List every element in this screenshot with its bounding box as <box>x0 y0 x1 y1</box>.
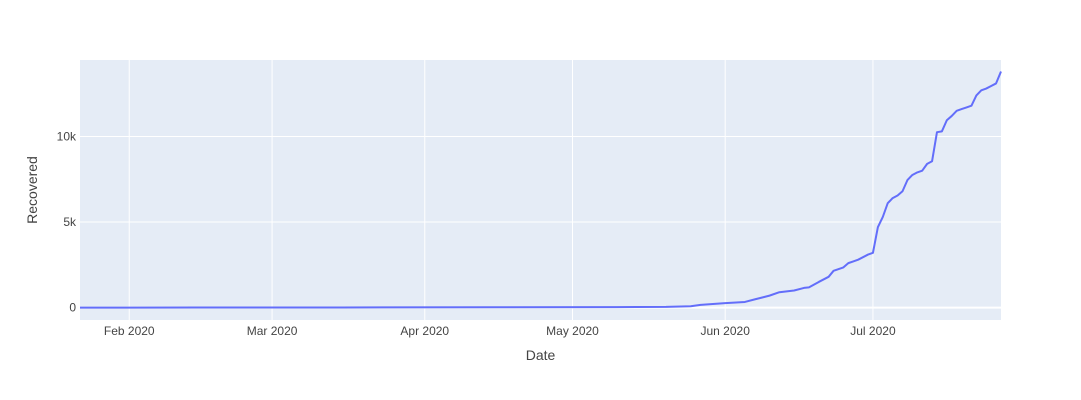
y-axis-title: Recovered <box>24 156 40 224</box>
x-axis-title: Date <box>526 347 556 363</box>
plot-background <box>80 60 1001 320</box>
y-tick-label: 0 <box>69 301 76 315</box>
y-axis-ticks: 0 5k 10k <box>57 129 77 314</box>
y-tick-label: 5k <box>63 215 77 229</box>
series-layer <box>79 71 1002 309</box>
x-tick-label: Feb 2020 <box>104 324 155 338</box>
x-tick-label: Mar 2020 <box>247 324 298 338</box>
x-tick-label: Jul 2020 <box>850 324 896 338</box>
x-axis-ticks: Feb 2020 Mar 2020 Apr 2020 May 2020 Jun 2020… <box>104 324 896 338</box>
x-tick-label: Apr 2020 <box>400 324 449 338</box>
y-tick-label: 10k <box>57 129 77 143</box>
recovered-series-line <box>79 71 1002 309</box>
x-tick-label: Jun 2020 <box>700 324 750 338</box>
x-tick-label: May 2020 <box>546 324 599 338</box>
